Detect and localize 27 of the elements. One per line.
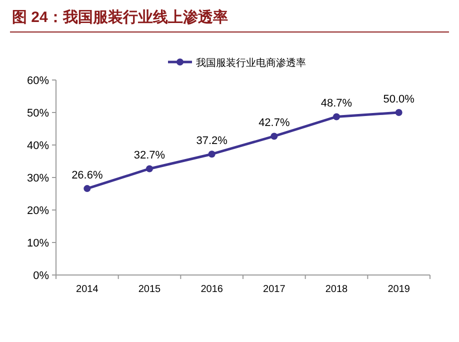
y-tick-label: 0% [33,270,50,282]
x-tick-label: 2019 [388,284,410,295]
x-tick-label: 2017 [263,284,286,295]
point [208,150,216,158]
y-tick-label: 30% [26,172,50,184]
x-tick-label: 2015 [138,284,162,295]
data-label: 48.7% [320,98,352,110]
chart-title: 图 24：我国服装行业线上渗透率 [12,8,228,26]
y-tick-label: 40% [26,140,50,152]
point [146,165,153,172]
x-tick-label: 2018 [325,284,348,295]
x-tick-label: 2014 [76,284,99,295]
data-label: 26.6% [72,170,103,182]
y-tick-label: 60% [26,75,50,87]
x-tick-label: 2016 [200,284,224,295]
y-tick-label: 20% [26,205,50,217]
point [270,132,278,140]
y-tick-label: 50% [26,108,50,120]
data-label: 32.7% [134,150,166,162]
point [333,113,340,120]
data-label: 50.0% [383,94,415,106]
data-label: 42.7% [258,117,290,130]
data-label: 37.2% [196,135,228,148]
point [395,109,402,116]
point [84,185,91,192]
y-tick-label: 10% [26,238,50,250]
legend-label: 我国服装行业电商渗透率 [196,57,306,69]
